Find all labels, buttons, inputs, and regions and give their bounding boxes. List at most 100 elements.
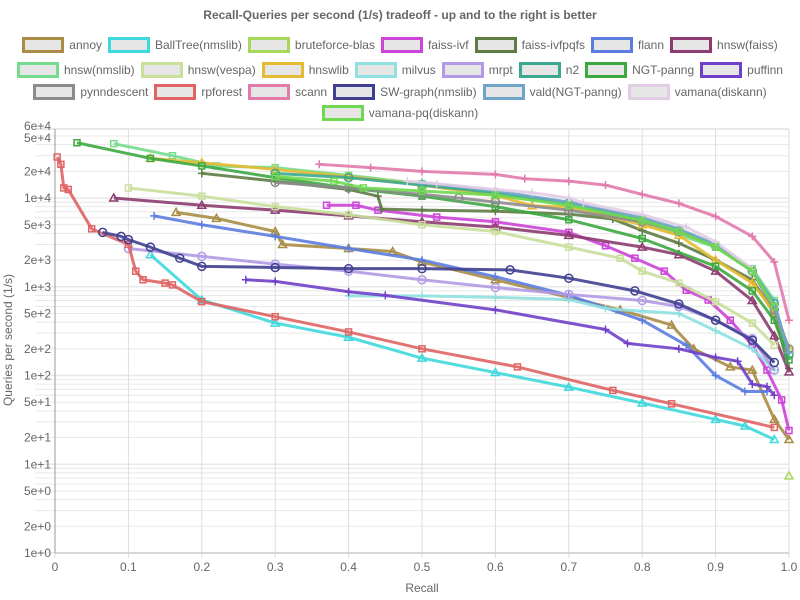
legend-swatch	[248, 84, 291, 100]
legend-item[interactable]: NGT-panng	[585, 62, 694, 78]
data-point	[638, 307, 647, 316]
data-point	[490, 282, 501, 293]
data-point	[674, 344, 683, 353]
legend-item[interactable]: pynndescent	[33, 84, 148, 100]
legend-label: faiss-ivf	[427, 38, 469, 52]
data-point	[748, 319, 757, 327]
data-point	[638, 190, 647, 199]
data-point	[710, 413, 721, 424]
data-point	[196, 199, 208, 209]
legend-swatch	[22, 37, 65, 53]
legend-item[interactable]: rpforest	[154, 84, 242, 100]
data-point	[197, 261, 207, 272]
data-point	[197, 169, 206, 178]
data-point	[491, 227, 500, 236]
data-point	[783, 434, 795, 444]
legend-item[interactable]: flann	[590, 37, 664, 53]
data-point	[579, 198, 588, 207]
legend-item[interactable]: hnsw(vespa)	[140, 62, 256, 78]
data-point	[770, 423, 779, 432]
data-point	[491, 202, 500, 211]
data-point	[490, 274, 501, 284]
data-point	[711, 262, 720, 271]
data-point	[491, 207, 500, 216]
legend-item[interactable]: scann	[248, 84, 327, 100]
y-tick-label: 5e+2	[24, 307, 51, 321]
legend-swatch	[627, 84, 670, 100]
series-bruteforce-blas	[783, 470, 795, 480]
legend-item[interactable]: n2	[518, 62, 579, 78]
legend-swatch	[108, 37, 150, 53]
data-point	[747, 335, 758, 345]
legend-item[interactable]: mrpt	[441, 62, 513, 78]
legend-item[interactable]: bruteforce-blas	[247, 37, 375, 53]
legend-label: scann	[295, 85, 328, 99]
data-point	[271, 277, 280, 286]
data-point	[528, 188, 537, 197]
y-tick-label: 6e+4	[24, 119, 51, 133]
legend-label: mrpt	[488, 63, 513, 77]
data-point	[344, 287, 353, 296]
data-point	[630, 286, 640, 296]
data-point	[198, 192, 206, 200]
data-point	[381, 291, 390, 300]
data-point	[785, 426, 793, 435]
legend-item[interactable]: vamana(diskann)	[627, 84, 767, 100]
data-point	[344, 328, 353, 336]
y-tick-label: 5e+4	[24, 131, 51, 145]
x-tick-label: 0.4	[340, 560, 357, 574]
series-faiss-ivf	[322, 201, 793, 435]
data-point	[637, 295, 647, 306]
legend-item[interactable]: hnsw(faiss)	[670, 37, 778, 53]
legend-label: SW-graph(nmslib)	[380, 85, 477, 99]
legend-item[interactable]: BallTree(nmslib)	[108, 37, 242, 53]
legend-item[interactable]: vald(NGT-panng)	[482, 84, 622, 100]
legend-label: vamana-pq(diskann)	[368, 106, 479, 120]
legend-item[interactable]: puffinn	[700, 62, 783, 78]
data-point	[197, 220, 206, 229]
legend-label: pynndescent	[80, 85, 149, 99]
legend-swatch	[247, 37, 290, 53]
data-point	[748, 380, 757, 389]
series-line	[102, 230, 776, 364]
y-tick-label: 2e+0	[24, 519, 51, 533]
y-tick-label: 5e+1	[24, 395, 51, 409]
data-point	[682, 341, 691, 350]
data-point	[711, 371, 720, 380]
y-tick-label: 5e+3	[24, 218, 51, 232]
data-point	[377, 205, 386, 214]
legend-label: faiss-ivfpqfs	[521, 38, 585, 52]
data-point	[64, 185, 72, 194]
data-point	[563, 229, 575, 240]
x-axis-title: Recall	[405, 581, 438, 595]
x-tick-label: 0.1	[120, 560, 137, 574]
x-tick-label: 0.6	[487, 560, 504, 574]
data-point	[724, 361, 736, 371]
legend-item[interactable]: annoy	[22, 37, 102, 53]
legend-label: puffinn	[747, 63, 783, 77]
data-point	[344, 210, 353, 219]
legend-item[interactable]: vamana-pq(diskann)	[321, 105, 479, 121]
legend-item[interactable]: hnswlib	[261, 62, 349, 78]
data-point	[241, 275, 250, 284]
legend-label: bruteforce-blas	[294, 38, 375, 52]
data-point	[565, 243, 573, 251]
series-line	[150, 156, 791, 350]
legend-item[interactable]: faiss-ivfpqfs	[474, 37, 585, 53]
data-point	[674, 299, 684, 309]
legend-item[interactable]: faiss-ivf	[380, 37, 469, 53]
data-point	[623, 339, 632, 348]
data-point	[770, 302, 779, 311]
y-axis-title: Queries per second (1/s)	[1, 274, 15, 406]
data-point	[271, 312, 279, 321]
legend-item[interactable]: milvus	[354, 62, 436, 78]
series-line	[153, 214, 767, 394]
data-point	[769, 434, 780, 444]
data-point	[108, 192, 120, 202]
legend-swatch	[518, 62, 561, 78]
series-balltree-nmslib	[145, 249, 780, 444]
legend-item[interactable]: SW-graph(nmslib)	[333, 84, 477, 100]
x-tick-label: 0.2	[193, 560, 210, 574]
legend-swatch	[585, 62, 628, 78]
legend-item[interactable]: hnsw(nmslib)	[17, 62, 135, 78]
